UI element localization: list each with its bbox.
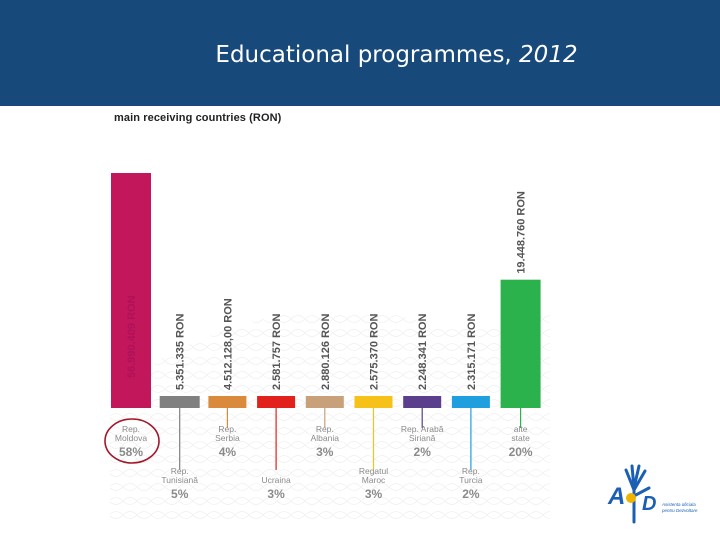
bar-value-label-7: 2.315.171 RON — [466, 314, 478, 390]
category-percent-4: 3% — [316, 445, 334, 459]
category-label-5-line1: Regatul — [359, 466, 388, 476]
bar-value-label-6: 2.248.341 RON — [417, 314, 429, 390]
category-label-8-line2: state — [511, 433, 530, 443]
bar-chart: 56.990.409 RON Rep. Moldova 58% 5.351.335 RO… — [95, 130, 555, 522]
bar-value-label-8: 19.448.760 RON — [516, 191, 528, 274]
title-main: Educational programmes, — [215, 42, 512, 68]
category-label-7-line1: Rep. — [462, 466, 480, 476]
category-percent-0: 58% — [119, 445, 143, 459]
category-percent-7: 2% — [462, 487, 480, 501]
category-label-4-line1: Rep. — [316, 424, 334, 434]
logo: A D Asistenta oficiala pentru Dezvoltare — [604, 462, 712, 530]
category-percent-3: 3% — [267, 487, 285, 501]
bar-8 — [500, 279, 541, 408]
category-label-1-line2: Tunisiană — [161, 475, 198, 485]
category-percent-8: 20% — [509, 445, 533, 459]
bar-1 — [159, 396, 200, 408]
category-label-7-line2: Turcia — [459, 475, 483, 485]
category-label-0-line1: Rep. — [122, 424, 140, 434]
category-percent-1: 5% — [171, 487, 189, 501]
title-year: 2012 — [519, 42, 578, 68]
category-label-0-line2: Moldova — [115, 433, 147, 443]
page-title: Educational programmes, 2012 — [0, 42, 720, 68]
bar-4 — [305, 396, 344, 408]
highlight-circle — [104, 418, 160, 464]
svg-text:A: A — [607, 483, 625, 510]
category-percent-6: 2% — [414, 445, 432, 459]
category-percent-5: 3% — [365, 487, 383, 501]
category-label-8-line1: alte — [514, 424, 528, 434]
category-label-6-line1: Rep. Arabă — [401, 424, 444, 434]
bar-value-label-0: 56.990.409 RON — [126, 295, 138, 378]
hand-tree-logo-icon: A D — [607, 464, 656, 524]
chart-subtitle: main receiving countries (RON) — [114, 112, 282, 124]
logo-text-line1: Asistenta oficiala — [662, 502, 696, 507]
bar-3 — [257, 396, 296, 408]
bar-value-label-1: 5.351.335 RON — [175, 314, 187, 390]
bar-value-label-3: 2.581.757 RON — [271, 314, 283, 390]
category-percent-2: 4% — [219, 445, 237, 459]
bar-value-label-4: 2.880.126 RON — [320, 314, 332, 390]
bar-6 — [403, 396, 442, 408]
bar-5 — [354, 396, 393, 408]
bar-7 — [451, 396, 490, 408]
category-label-4-line2: Albania — [311, 433, 340, 443]
category-label-2-line2: Serbia — [215, 433, 240, 443]
background-watermark — [110, 310, 550, 522]
logo-text-line2: pentru Dezvoltare — [662, 508, 698, 513]
category-label-5-line2: Maroc — [362, 475, 386, 485]
header-bar: Educational programmes, 2012 — [0, 0, 720, 106]
category-label-1-line1: Rep. — [171, 466, 189, 476]
svg-text:D: D — [642, 493, 656, 515]
category-label-6-line2: Siriană — [409, 433, 436, 443]
category-label-3-line2: Ucraina — [261, 475, 291, 485]
bar-0 — [111, 173, 151, 408]
category-label-2-line1: Rep. — [218, 424, 236, 434]
bar-value-label-5: 2.575.370 RON — [369, 314, 381, 390]
bar-2 — [208, 396, 247, 408]
bar-value-label-2: 4.512.128,00 RON — [222, 298, 234, 390]
